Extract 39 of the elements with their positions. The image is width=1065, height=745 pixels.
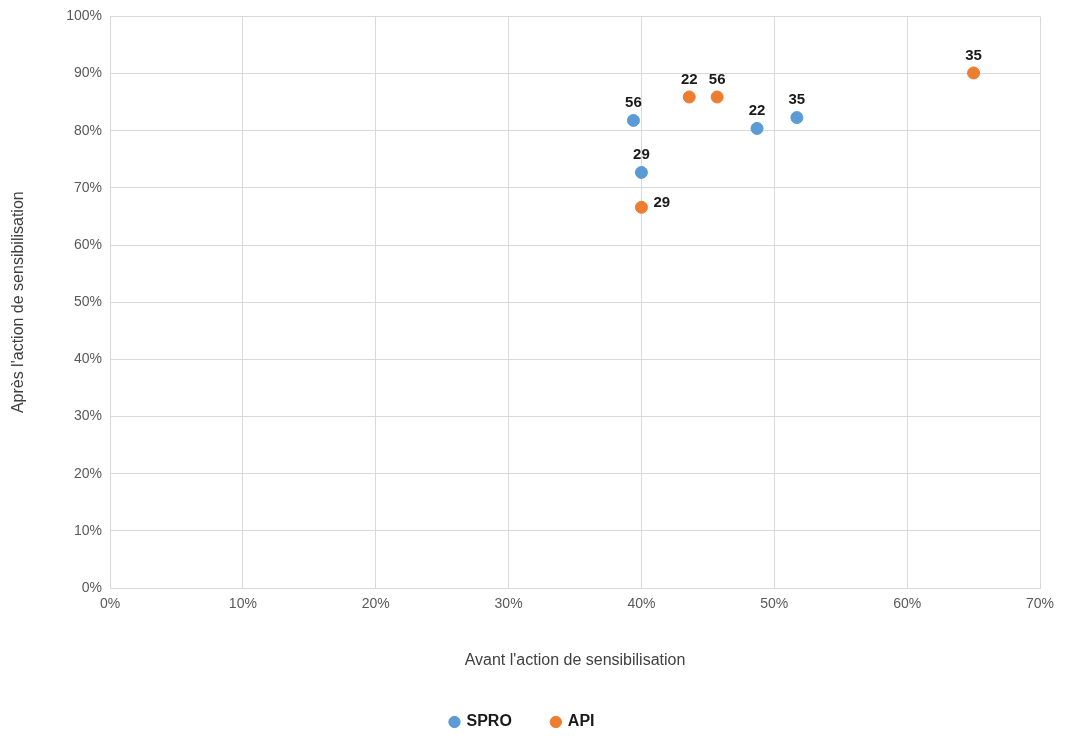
y-axis-title: Après l'action de sensibilisation [9, 191, 27, 414]
x-tick-label: 70% [1025, 595, 1055, 612]
point [967, 66, 981, 80]
x-tick-label: 60% [893, 595, 922, 612]
y-tick-label: 70% [73, 178, 103, 195]
y-tick-label: 90% [73, 64, 103, 81]
point [626, 113, 640, 127]
point [710, 90, 724, 104]
point [682, 90, 696, 104]
y-tick-label: 40% [73, 350, 103, 367]
x-tick-label: 40% [627, 595, 656, 612]
point [750, 121, 764, 135]
x-tick-label: 0% [99, 595, 121, 612]
y-tick-label: 60% [73, 235, 103, 252]
y-tick-label: 80% [73, 121, 103, 138]
annotation: 29 [653, 193, 671, 211]
y-tick-label: 10% [73, 521, 103, 538]
annotation: 56 [625, 93, 642, 111]
point [634, 200, 648, 214]
legend-label: API [567, 712, 595, 730]
y-tick-label: 50% [73, 293, 103, 310]
x-tick-label: 20% [361, 595, 390, 612]
x-axis-title: Avant l'action de sensibilisation [464, 650, 686, 668]
x-tick-label: 10% [228, 595, 257, 612]
annotation: 22 [680, 69, 698, 87]
point [634, 165, 648, 179]
annotation: 35 [788, 90, 806, 108]
annotation: 29 [633, 145, 650, 163]
y-tick-label: 20% [73, 464, 103, 481]
annotation: 35 [965, 45, 982, 63]
legend-label: SPRO [466, 712, 512, 730]
x-tick-label: 30% [494, 595, 523, 612]
x-tick-label: 50% [760, 595, 789, 612]
y-tick-label: 100% [66, 7, 103, 24]
y-tick-label: 0% [81, 578, 103, 595]
annotation: 56 [708, 69, 726, 87]
y-tick-label: 30% [73, 407, 103, 424]
annotation: 22 [748, 101, 766, 119]
point [790, 111, 804, 125]
